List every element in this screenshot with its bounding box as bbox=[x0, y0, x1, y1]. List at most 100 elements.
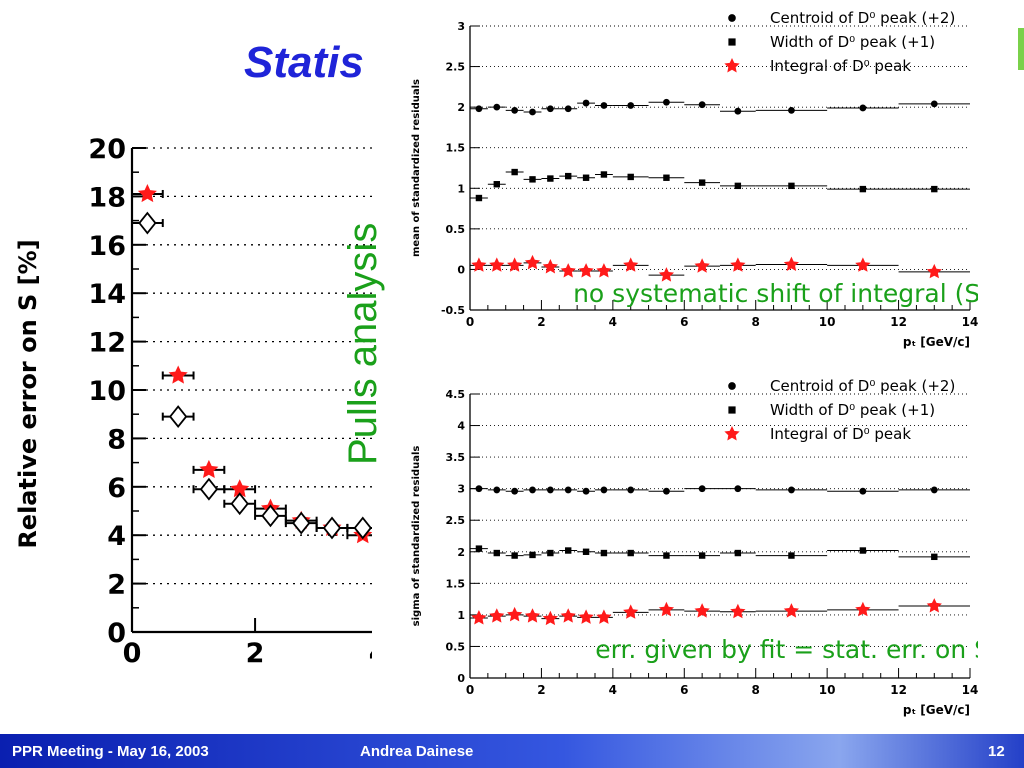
data-point bbox=[542, 610, 558, 626]
x-tick-label: 4 bbox=[609, 315, 617, 329]
data-point bbox=[564, 486, 572, 494]
data-point bbox=[694, 603, 710, 618]
data-point bbox=[511, 106, 519, 114]
x-tick-label: 0 bbox=[466, 315, 474, 329]
data-point bbox=[529, 176, 536, 183]
x-tick-label: 8 bbox=[752, 315, 760, 329]
data-point bbox=[546, 105, 554, 113]
data-point bbox=[734, 107, 742, 115]
y-tick-label: 14 bbox=[88, 279, 126, 310]
y-tick-label: 12 bbox=[88, 328, 126, 359]
x-tick-label: 2 bbox=[246, 638, 265, 669]
data-point bbox=[475, 194, 483, 202]
open-diamond-point bbox=[353, 516, 372, 540]
data-point bbox=[582, 99, 590, 107]
data-point bbox=[529, 486, 536, 494]
data-point bbox=[547, 175, 554, 182]
data-point bbox=[623, 604, 639, 619]
data-point bbox=[493, 103, 501, 111]
y-axis-label: Relative error on S [%] bbox=[14, 239, 42, 548]
data-point bbox=[475, 485, 483, 493]
y-tick-label: 0.5 bbox=[446, 640, 466, 653]
data-point bbox=[926, 598, 942, 613]
data-point bbox=[658, 267, 674, 282]
data-point bbox=[663, 98, 670, 106]
data-point bbox=[524, 608, 541, 623]
data-point bbox=[578, 263, 594, 278]
data-point bbox=[560, 608, 576, 623]
y-tick-label: 0 bbox=[457, 263, 465, 276]
left-chart: 0 2 4 6 8 10 12 14 16 18 20 0 2 4 Relative error on S … bbox=[14, 134, 372, 669]
legend-width: Width of D⁰ peak (+1) bbox=[770, 33, 935, 51]
x-tick-label: 4 bbox=[609, 683, 617, 697]
data-point bbox=[859, 487, 867, 495]
x-tick-label: 0 bbox=[466, 683, 474, 697]
data-point bbox=[493, 549, 500, 557]
decorative-tab bbox=[1018, 28, 1024, 70]
pulls-analysis-label: Pulls analysis bbox=[341, 222, 385, 465]
data-point bbox=[524, 254, 541, 270]
red-star-point bbox=[168, 365, 188, 384]
data-point bbox=[600, 171, 608, 178]
open-diamond-point bbox=[322, 516, 342, 540]
data-point bbox=[788, 486, 795, 494]
data-point bbox=[489, 257, 505, 272]
data-point bbox=[730, 603, 746, 619]
footer-bar: PPR Meeting - May 16, 2003 Andrea Daines… bbox=[0, 734, 1024, 768]
y-tick-label: 2 bbox=[457, 546, 465, 559]
data-point bbox=[855, 257, 871, 272]
y-axis-label: mean of standardized residuals bbox=[411, 79, 422, 257]
y-tick-label: 8 bbox=[107, 424, 126, 455]
x-axis-label: pₜ [GeV/c] bbox=[903, 335, 970, 349]
data-point bbox=[507, 606, 523, 622]
data-point bbox=[582, 174, 590, 181]
data-point bbox=[930, 100, 938, 108]
y-axis-label: sigma of standardized residuals bbox=[411, 446, 422, 627]
y-tick-label: 2.5 bbox=[446, 514, 466, 527]
data-point bbox=[511, 168, 518, 176]
data-point bbox=[663, 487, 670, 495]
data-point bbox=[859, 104, 867, 112]
open-diamond-point bbox=[261, 504, 280, 528]
data-point bbox=[734, 485, 742, 493]
data-point bbox=[600, 549, 608, 557]
legend-centroid-marker bbox=[728, 14, 736, 22]
y-tick-label: 20 bbox=[88, 134, 126, 165]
data-point bbox=[582, 548, 590, 555]
page-number: 12 bbox=[988, 743, 1005, 760]
slide-title: Statis bbox=[244, 38, 364, 87]
x-axis-label: pₜ [GeV/c] bbox=[903, 703, 970, 717]
annotation: no systematic shift of integral (S) bbox=[573, 279, 978, 308]
x-tick-label: 12 bbox=[890, 683, 907, 697]
legend-integral-marker bbox=[724, 426, 740, 441]
data-point bbox=[596, 263, 612, 278]
data-point bbox=[546, 486, 554, 494]
data-point bbox=[623, 257, 639, 272]
y-tick-label: 0 bbox=[107, 618, 126, 649]
data-point bbox=[730, 257, 746, 272]
data-point bbox=[578, 609, 594, 624]
footer-author: Andrea Dainese bbox=[360, 743, 474, 760]
legend-width-marker bbox=[728, 38, 736, 46]
y-tick-label: 4 bbox=[457, 420, 465, 433]
x-tick-label: 8 bbox=[752, 683, 760, 697]
x-tick-label: 12 bbox=[890, 315, 907, 329]
data-point bbox=[600, 102, 608, 109]
legend-centroid: Centroid of D⁰ peak (+2) bbox=[770, 10, 955, 27]
data-point bbox=[565, 172, 572, 180]
x-tick-label: 10 bbox=[819, 683, 836, 697]
y-tick-label: 18 bbox=[88, 182, 126, 213]
data-point bbox=[627, 549, 634, 557]
data-point bbox=[475, 545, 483, 552]
x-tick-label: 6 bbox=[680, 315, 688, 329]
y-tick-label: 1.5 bbox=[446, 142, 466, 155]
x-tick-label: 0 bbox=[123, 638, 142, 669]
y-tick-label: 1.5 bbox=[446, 577, 466, 590]
red-star-point bbox=[137, 184, 157, 203]
data-point bbox=[931, 185, 938, 193]
data-point bbox=[600, 486, 608, 494]
data-point bbox=[698, 179, 706, 186]
data-point bbox=[475, 105, 483, 113]
data-point bbox=[511, 552, 518, 559]
data-point bbox=[788, 552, 795, 559]
